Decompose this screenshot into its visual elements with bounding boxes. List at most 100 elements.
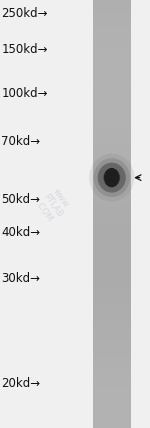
- Bar: [93, 46, 130, 47]
- Text: 50kd→: 50kd→: [2, 193, 40, 205]
- Bar: [93, 261, 130, 262]
- Bar: [93, 291, 130, 292]
- Bar: [93, 223, 130, 224]
- Bar: [93, 70, 130, 71]
- Bar: [93, 27, 130, 29]
- Bar: [93, 50, 130, 51]
- Bar: [93, 389, 130, 391]
- Bar: [93, 83, 130, 84]
- Bar: [93, 320, 130, 321]
- Ellipse shape: [89, 154, 134, 202]
- Bar: [93, 160, 130, 161]
- Bar: [93, 312, 130, 314]
- Bar: [93, 59, 130, 60]
- Bar: [93, 361, 130, 363]
- Bar: [93, 301, 130, 303]
- Bar: [93, 335, 130, 337]
- Bar: [93, 357, 130, 358]
- Bar: [93, 63, 130, 64]
- Bar: [93, 232, 130, 234]
- Bar: [93, 341, 130, 342]
- Bar: [93, 172, 130, 174]
- Bar: [93, 337, 130, 338]
- Bar: [93, 205, 130, 207]
- Bar: [93, 303, 130, 304]
- Ellipse shape: [104, 168, 120, 187]
- Bar: [93, 218, 130, 220]
- Bar: [93, 227, 130, 228]
- Bar: [93, 238, 130, 240]
- Bar: [93, 257, 130, 258]
- Bar: [93, 352, 130, 354]
- Bar: [93, 97, 130, 98]
- Bar: [93, 422, 130, 424]
- Bar: [93, 243, 130, 244]
- Bar: [93, 147, 130, 149]
- Bar: [93, 202, 130, 204]
- Bar: [93, 397, 130, 398]
- Bar: [93, 197, 130, 198]
- Bar: [93, 53, 130, 54]
- Bar: [93, 51, 130, 53]
- Bar: [93, 290, 130, 291]
- Bar: [93, 104, 130, 106]
- Bar: [93, 116, 130, 117]
- Bar: [93, 371, 130, 372]
- Bar: [93, 264, 130, 265]
- Bar: [93, 24, 130, 26]
- Bar: [93, 183, 130, 184]
- Bar: [93, 137, 130, 138]
- Bar: [93, 399, 130, 401]
- Bar: [93, 36, 130, 37]
- Bar: [93, 407, 130, 408]
- Bar: [93, 418, 130, 419]
- Bar: [93, 157, 130, 158]
- Bar: [93, 328, 130, 330]
- Bar: [93, 258, 130, 260]
- Bar: [93, 100, 130, 101]
- Bar: [93, 87, 130, 89]
- Bar: [93, 241, 130, 243]
- Bar: [93, 57, 130, 59]
- Bar: [93, 107, 130, 108]
- Bar: [93, 167, 130, 168]
- Bar: [93, 374, 130, 375]
- Bar: [93, 416, 130, 418]
- Bar: [93, 21, 130, 23]
- Bar: [93, 80, 130, 81]
- Bar: [93, 392, 130, 394]
- Bar: [93, 350, 130, 351]
- Bar: [93, 305, 130, 307]
- Bar: [93, 98, 130, 100]
- Bar: [93, 268, 130, 270]
- Bar: [93, 211, 130, 213]
- Bar: [93, 196, 130, 197]
- Bar: [93, 226, 130, 227]
- Bar: [93, 385, 130, 386]
- Bar: [93, 68, 130, 70]
- Bar: [93, 93, 130, 94]
- Ellipse shape: [98, 163, 126, 193]
- Bar: [93, 292, 130, 294]
- Bar: [93, 130, 130, 131]
- Bar: [93, 378, 130, 380]
- Bar: [93, 143, 130, 144]
- Bar: [93, 10, 130, 12]
- Bar: [93, 37, 130, 39]
- Bar: [93, 256, 130, 257]
- Bar: [93, 60, 130, 61]
- Bar: [93, 43, 130, 44]
- Bar: [93, 240, 130, 241]
- Bar: [93, 188, 130, 190]
- Bar: [93, 274, 130, 275]
- Bar: [93, 230, 130, 231]
- Bar: [93, 64, 130, 65]
- Bar: [93, 170, 130, 171]
- Bar: [93, 1, 130, 3]
- Bar: [93, 262, 130, 264]
- Text: www.
PTLAB
.COM: www. PTLAB .COM: [32, 186, 73, 225]
- Bar: [93, 347, 130, 348]
- Bar: [93, 146, 130, 147]
- Bar: [93, 20, 130, 21]
- Bar: [93, 91, 130, 93]
